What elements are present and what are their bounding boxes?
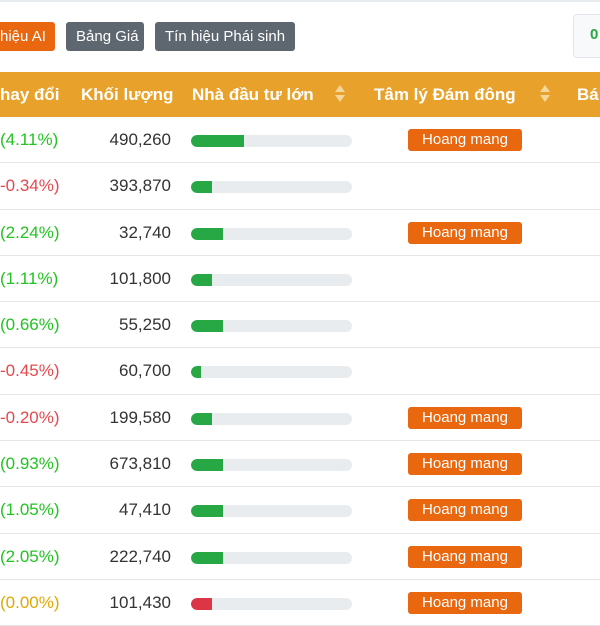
volume-value: 673,810	[109, 454, 171, 474]
header-next-column[interactable]: Bá	[577, 85, 599, 104]
sentiment-badge: Hoang mang	[408, 406, 522, 429]
volume-value: 47,410	[119, 500, 171, 520]
investor-bar	[191, 505, 352, 518]
table-row[interactable]: -0.20%) 199,580 Hoang mang	[0, 395, 600, 442]
table-row[interactable]: (0.66%) 55,250	[0, 302, 600, 349]
volume-value: 32,740	[119, 222, 171, 242]
change-percent: -0.34%)	[0, 176, 60, 196]
table-row[interactable]: (0.93%) 673,810 Hoang mang	[0, 441, 600, 488]
investor-bar-fill	[191, 412, 212, 425]
sentiment-badge: Hoang mang	[408, 499, 522, 522]
summary-value: 0	[590, 26, 599, 43]
investor-bar	[191, 459, 352, 472]
investor-bar-fill	[191, 459, 224, 472]
summary-box[interactable]: 0	[573, 14, 600, 58]
volume-value: 199,580	[109, 407, 171, 427]
sentiment-badge: Hoang mang	[408, 129, 522, 151]
table-row[interactable]: -0.45%) 60,700	[0, 348, 600, 395]
sentiment-badge: Hoang mang	[408, 453, 522, 476]
table-row[interactable]: -0.34%) 393,870	[0, 163, 600, 210]
header-investor[interactable]: Nhà đầu tư lớn	[192, 85, 314, 104]
tab-price-board[interactable]: Bảng Giá	[66, 22, 144, 51]
change-percent: (2.05%)	[0, 546, 60, 566]
volume-value: 101,800	[109, 268, 171, 288]
table-row[interactable]: (4.11%) 490,260 Hoang mang	[0, 117, 600, 164]
change-percent: (0.93%)	[0, 454, 60, 474]
investor-bar	[191, 366, 352, 379]
change-percent: (1.05%)	[0, 500, 60, 520]
investor-bar	[191, 551, 352, 564]
sort-icon[interactable]	[540, 85, 550, 105]
change-percent: (0.00%)	[0, 592, 60, 612]
table-row[interactable]: (0.00%) 101,430 Hoang mang	[0, 580, 600, 626]
investor-bar-fill	[191, 181, 212, 194]
top-divider	[0, 0, 600, 2]
sort-icon[interactable]	[335, 85, 345, 105]
change-percent: (2.24%)	[0, 222, 60, 242]
volume-value: 490,260	[109, 130, 171, 149]
table-body: (4.11%) 490,260 Hoang mang -0.34%) 393,870 (2…	[0, 117, 600, 626]
volume-value: 101,430	[109, 592, 171, 612]
table-header: hay đổi Khối lượng Nhà đầu tư lớn Tâm lý…	[0, 72, 600, 117]
table-row[interactable]: (2.24%) 32,740 Hoang mang	[0, 210, 600, 256]
header-sentiment[interactable]: Tâm lý Đám đông	[374, 85, 516, 104]
table-row[interactable]: (1.05%) 47,410 Hoang mang	[0, 487, 600, 534]
tab-derivative-signals[interactable]: Tín hiệu Phái sinh	[155, 22, 295, 51]
change-percent: -0.45%)	[0, 361, 60, 381]
header-volume[interactable]: Khối lượng	[81, 85, 174, 104]
volume-value: 55,250	[119, 315, 171, 335]
investor-bar	[191, 227, 352, 240]
investor-bar	[191, 320, 352, 333]
change-percent: (4.11%)	[0, 130, 59, 149]
investor-bar	[191, 135, 352, 147]
volume-value: 393,870	[109, 176, 171, 196]
change-percent: (0.66%)	[0, 315, 60, 335]
change-percent: (1.11%)	[0, 268, 59, 288]
sentiment-badge: Hoang mang	[408, 545, 522, 568]
investor-bar	[191, 181, 352, 194]
investor-bar-fill	[191, 227, 224, 240]
investor-bar-fill	[191, 505, 224, 518]
investor-bar-fill	[191, 273, 212, 286]
sentiment-badge: Hoang mang	[408, 221, 522, 244]
header-change[interactable]: hay đổi	[0, 85, 60, 104]
tab-ai-signals[interactable]: hiệu AI	[0, 22, 55, 51]
investor-bar-fill	[191, 135, 245, 147]
change-percent: -0.20%)	[0, 407, 60, 427]
volume-value: 60,700	[119, 361, 171, 381]
investor-bar-fill	[191, 551, 224, 564]
investor-bar-fill	[191, 320, 224, 333]
sentiment-badge: Hoang mang	[408, 591, 522, 614]
investor-bar	[191, 412, 352, 425]
investor-bar-fill	[191, 366, 201, 379]
investor-bar	[191, 273, 352, 286]
table-row[interactable]: (2.05%) 222,740 Hoang mang	[0, 534, 600, 580]
volume-value: 222,740	[109, 546, 171, 566]
table-row[interactable]: (1.11%) 101,800	[0, 256, 600, 303]
